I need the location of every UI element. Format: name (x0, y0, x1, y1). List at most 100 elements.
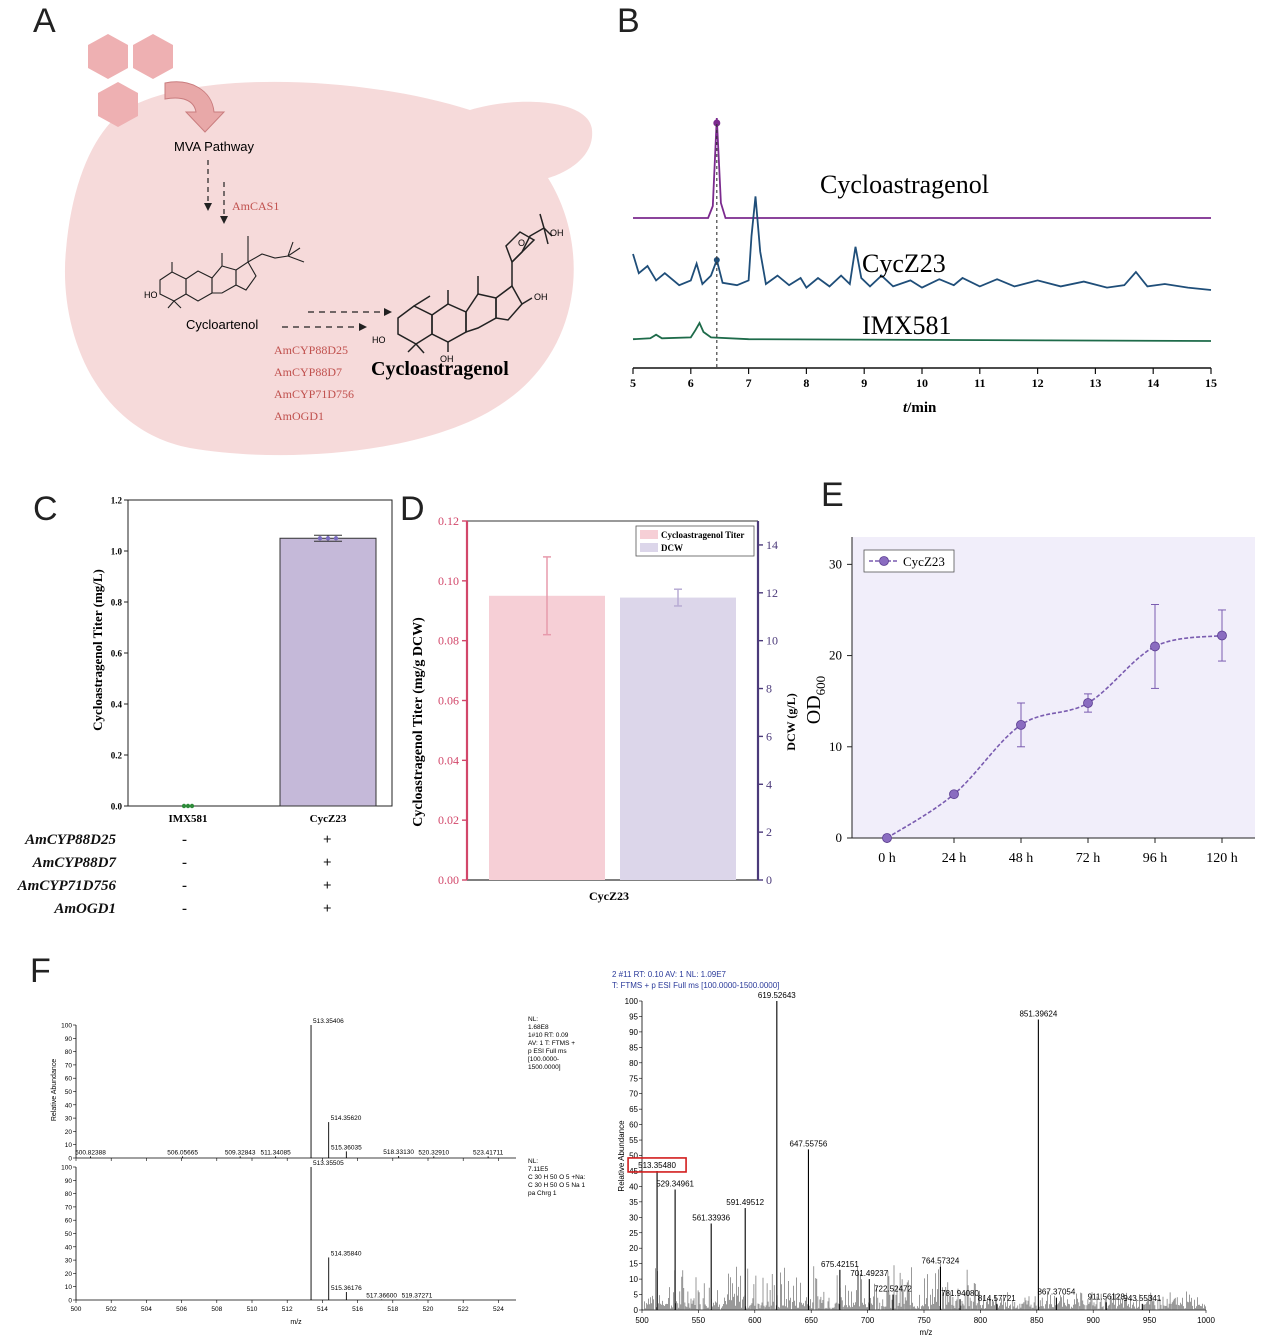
d-right-tick-label: 8 (766, 682, 772, 696)
f1-peak-label: 513.35505 (313, 1160, 344, 1167)
f2-peak-label: 851.39624 (1019, 1010, 1057, 1019)
f1-y-tick-label: 60 (65, 1218, 73, 1225)
f2-peak-label: 561.33936 (692, 1213, 730, 1222)
f2-peak-label: 529.34961 (656, 1179, 694, 1188)
e-y-tick-label: 0 (836, 830, 843, 845)
f2-y-tick-label: 55 (629, 1136, 638, 1145)
yeast-cell (64, 81, 593, 456)
f1-peak-label: 513.35406 (313, 1018, 344, 1025)
f1-info-line: NL: (528, 1158, 538, 1165)
f2-y-tick-label: 65 (629, 1105, 638, 1114)
f1-y-tick-label: 10 (65, 1284, 73, 1291)
growth-point (949, 789, 959, 800)
f2-peak-label: 722.52472 (874, 1285, 912, 1294)
f1-y-tick-label: 20 (65, 1271, 73, 1278)
f1-x-tick-label: 512 (282, 1306, 293, 1313)
f1-y-tick-label: 0 (68, 1298, 72, 1305)
panel-label-b: B (617, 2, 640, 40)
panel-label-f: F (30, 952, 51, 990)
f1-y-tick-label: 90 (65, 1178, 73, 1185)
f1-info-line: C 30 H 50 O 5 +Na: (528, 1174, 585, 1181)
f1-y-tick-label: 40 (65, 1244, 73, 1251)
f2-y-tick-label: 40 (629, 1182, 638, 1191)
f2-y-tick-label: 5 (634, 1291, 639, 1300)
hexagon-3 (98, 82, 138, 127)
f1-x-tick-label: 514 (317, 1306, 328, 1313)
gene-3-cycz23: + (323, 878, 332, 894)
f1-info-line: AV: 1 T: FTMS + (528, 1040, 575, 1047)
f2-x-tick-label: 850 (1030, 1316, 1044, 1325)
gene-4-imx581: - (182, 901, 187, 917)
d-legend-swatch-titer (640, 530, 658, 539)
f2-y-tick-label: 25 (629, 1229, 638, 1238)
f2-x-tick-label: 800 (974, 1316, 988, 1325)
e-y-tick-label: 20 (829, 648, 842, 663)
bar-dcw (620, 597, 736, 880)
e-x-tick-label: 72 h (1076, 851, 1101, 866)
f1-y-tick-label: 70 (65, 1204, 73, 1211)
f2-peak-label: 867.37054 (1037, 1288, 1075, 1297)
trace-label-cycloastragenol: Cycloastragenol (820, 170, 989, 199)
f2-y-tick-label: 50 (629, 1152, 638, 1161)
f2-header-line-1: 2 #11 RT: 0.10 AV: 1 NL: 1.09E7 (612, 970, 727, 979)
f2-highlight-box (627, 1157, 687, 1173)
f1-info-line: NL: (528, 1016, 538, 1023)
c-y-tick-label: 0.0 (111, 802, 123, 812)
chart-e-growth-curve: OD600 0 10 20 30 0 h 24 h 48 h 72 h 96 h 120 h Cy… (803, 537, 1255, 866)
cycloastragenol-structure (397, 213, 553, 354)
gene-name-2: AmCYP88D7 (32, 855, 116, 871)
f1-x-axis-label: m/z (290, 1319, 302, 1326)
f2-peak-label: 814.57721 (978, 1294, 1016, 1303)
f1-x-tick-label: 510 (247, 1306, 258, 1313)
f1-info-line: 1#10 RT: 0.09 (528, 1032, 569, 1039)
c-y-tick-label: 1.2 (111, 496, 123, 506)
curved-arrow-icon (164, 81, 226, 133)
d-legend-titer: Cycloastragenol Titer (661, 530, 744, 540)
e-y-tick-label: 10 (829, 739, 842, 754)
f1-x-tick-label: 516 (352, 1306, 363, 1313)
f2-peak-label: 701.49237 (850, 1269, 888, 1278)
f1-x-tick-label: 500 (71, 1306, 82, 1313)
f1-info-line: p ESI Full ms (528, 1048, 567, 1055)
f1-peak-label: 515.36176 (331, 1285, 362, 1292)
panel-label-e: E (821, 476, 844, 514)
d-right-tick-label: 0 (766, 873, 772, 887)
f2-header-line-2: T: FTMS + p ESI Full ms [100.0000-1500.0… (612, 981, 779, 990)
f2-peak-label: 513.35480 (638, 1161, 676, 1170)
c-y-tick-label: 1.0 (111, 547, 123, 557)
f2-y-axis-label: Relative Abundance (617, 1120, 626, 1192)
replicate-dot (333, 536, 339, 541)
e-x-tick-label: 96 h (1143, 851, 1168, 866)
f2-y-tick-label: 30 (629, 1213, 638, 1222)
cycloastragenol-product-label: Cycloastragenol (371, 358, 509, 380)
panel-label-d: D (400, 490, 425, 528)
replicate-dot (181, 803, 187, 809)
f2-y-tick-label: 85 (629, 1043, 638, 1052)
d-right-tick-label: 12 (766, 586, 778, 600)
f1-x-tick-label: 504 (141, 1306, 152, 1313)
f2-x-tick-label: 950 (1143, 1316, 1157, 1325)
d-left-tick-label: 0.02 (438, 813, 459, 827)
f1-x-tick-label: 508 (211, 1306, 222, 1313)
f2-peak-label: 764.57324 (922, 1257, 960, 1266)
f1-y-tick-label: 100 (61, 1023, 72, 1030)
f2-peak-label: 675.42151 (821, 1260, 859, 1269)
f1-info-line: 7.11E5 (528, 1166, 549, 1173)
b-x-axis-label: t/min (903, 400, 937, 416)
c-y-tick-label: 0.2 (111, 751, 123, 761)
f2-peak-label: 781.94080 (941, 1289, 979, 1298)
e-x-tick-label: 0 h (878, 851, 896, 866)
b-x-tick-label: 14 (1147, 376, 1159, 390)
product-ring-o: O (518, 238, 525, 248)
b-x-tick-label: 12 (1032, 376, 1044, 390)
growth-point (882, 833, 892, 843)
bar-cycloastragenol-titer (489, 595, 605, 880)
e-legend-label: CycZ23 (903, 554, 945, 569)
hexagon-1 (88, 34, 128, 79)
f1-y-tick-label: 100 (61, 1165, 72, 1172)
c-y-tick-label: 0.6 (111, 649, 123, 659)
trace-cycz23 (632, 196, 1212, 291)
d-left-tick-label: 0.00 (438, 873, 459, 887)
f1-peak-label: 509.32843 (225, 1149, 256, 1156)
e-x-tick-label: 120 h (1206, 851, 1238, 866)
